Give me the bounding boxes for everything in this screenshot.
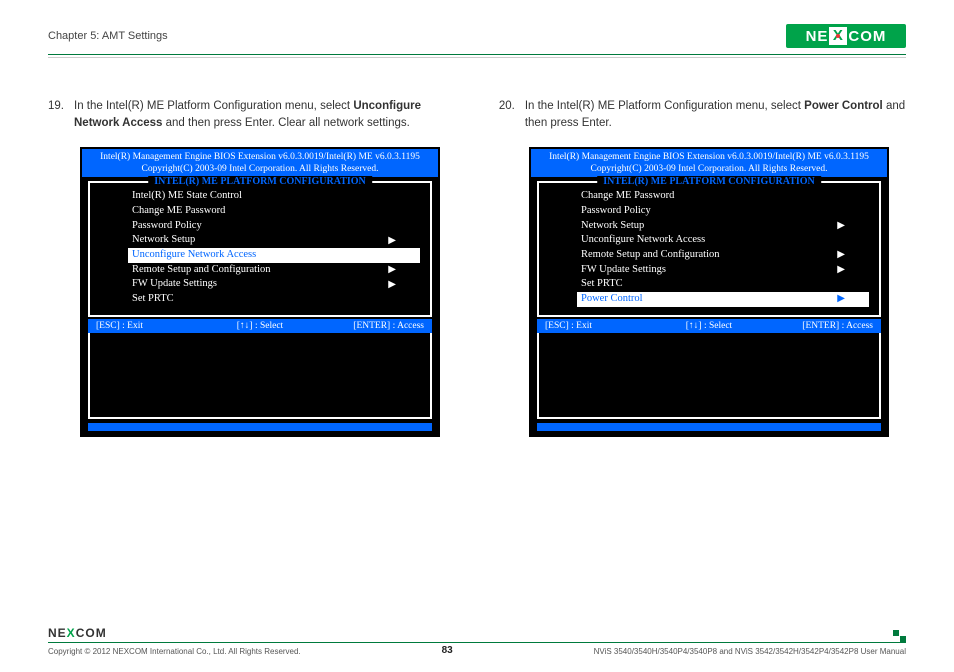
step-text: In the Intel(R) ME Platform Configuratio… [525, 98, 906, 133]
step-text: In the Intel(R) ME Platform Configuratio… [74, 98, 457, 133]
bios-menu-item[interactable]: Change ME Password [128, 204, 420, 219]
bios-menu-list: Change ME PasswordPassword PolicyNetwork… [549, 189, 869, 307]
submenu-arrow-icon: ▶ [388, 234, 396, 248]
bios-footer-esc: [ESC] : Exit [545, 321, 654, 331]
footer-rule [48, 642, 906, 643]
bios-menu-item-label: Network Setup [132, 233, 195, 248]
bios-menu-item[interactable]: Remote Setup and Configuration ▶ [577, 248, 869, 263]
bios-header: Intel(R) Management Engine BIOS Extensio… [531, 149, 887, 178]
column-right: 20. In the Intel(R) ME Platform Configur… [497, 98, 906, 437]
bios-header-line1: Intel(R) Management Engine BIOS Extensio… [86, 151, 434, 163]
bios-footer-enter: [ENTER] : Access [315, 321, 424, 331]
bios-menu-item[interactable]: Set PRTC [577, 277, 869, 292]
bios-menu-list: Intel(R) ME State ControlChange ME Passw… [100, 189, 420, 307]
header-rule [48, 54, 906, 55]
step-text-prefix: In the Intel(R) ME Platform Configuratio… [525, 100, 804, 112]
bios-empty-box [88, 333, 432, 419]
bios-menu-item-label: Unconfigure Network Access [581, 233, 705, 248]
page-footer: NEXCOM Copyright © 2012 NEXCOM Internati… [48, 626, 906, 656]
submenu-arrow-icon: ▶ [837, 219, 845, 233]
bios-header: Intel(R) Management Engine BIOS Extensio… [82, 149, 438, 178]
footer-manual-title: NViS 3540/3540H/3540P4/3540P8 and NViS 3… [594, 647, 906, 656]
step-text-bold: Power Control [804, 100, 883, 112]
bios-menu-item-label: Remote Setup and Configuration [132, 263, 271, 278]
step-text-prefix: In the Intel(R) ME Platform Configuratio… [74, 100, 353, 112]
bios-menu-item-label: Remote Setup and Configuration [581, 248, 720, 263]
footer-logo: NEXCOM [48, 626, 906, 640]
bios-footer-bar: [ESC] : Exit [↑↓] : Select [ENTER] : Acc… [88, 319, 432, 333]
logo-part-ne: NE [806, 28, 829, 45]
bios-menu-item-label: Set PRTC [132, 292, 174, 307]
submenu-arrow-icon: ▶ [837, 263, 845, 277]
bios-footer-select: [↑↓] : Select [654, 321, 763, 331]
bios-menu-item[interactable]: Set PRTC [128, 292, 420, 307]
bios-menu-item[interactable]: Change ME Password [577, 189, 869, 204]
bios-menu-item[interactable]: Intel(R) ME State Control [128, 189, 420, 204]
bios-menu-item[interactable]: Password Policy [577, 204, 869, 219]
bios-screenshot-left: Intel(R) Management Engine BIOS Extensio… [80, 147, 440, 437]
bios-header-line1: Intel(R) Management Engine BIOS Extensio… [535, 151, 883, 163]
bios-menu-box: INTEL(R) ME PLATFORM CONFIGURATION Chang… [537, 181, 881, 317]
bios-menu-box: INTEL(R) ME PLATFORM CONFIGURATION Intel… [88, 181, 432, 317]
submenu-arrow-icon: ▶ [837, 292, 845, 306]
bios-menu-item[interactable]: Password Policy [128, 219, 420, 234]
step-number: 20. [497, 98, 515, 133]
bios-footer-bar: [ESC] : Exit [↑↓] : Select [ENTER] : Acc… [537, 319, 881, 333]
bios-menu-item[interactable]: FW Update Settings ▶ [577, 263, 869, 278]
chapter-title: Chapter 5: AMT Settings [48, 30, 168, 42]
bios-footer-select: [↑↓] : Select [205, 321, 314, 331]
logo-part-x: X [829, 27, 847, 45]
bios-menu-item-label: Unconfigure Network Access [132, 248, 256, 263]
page-number: 83 [442, 645, 453, 656]
bios-menu-item[interactable]: Network Setup ▶ [577, 219, 869, 234]
submenu-arrow-icon: ▶ [837, 248, 845, 262]
bios-menu-item-label: Network Setup [581, 219, 644, 234]
bios-menu-item[interactable]: FW Update Settings ▶ [128, 277, 420, 292]
bios-footer-esc: [ESC] : Exit [96, 321, 205, 331]
bios-menu-item[interactable]: Remote Setup and Configuration ▶ [128, 263, 420, 278]
bios-footer-enter: [ENTER] : Access [764, 321, 873, 331]
bios-header-line2: Copyright(C) 2003-09 Intel Corporation. … [86, 163, 434, 175]
bios-box-title: INTEL(R) ME PLATFORM CONFIGURATION [148, 176, 372, 187]
bios-header-line2: Copyright(C) 2003-09 Intel Corporation. … [535, 163, 883, 175]
bios-menu-item[interactable]: Unconfigure Network Access [577, 233, 869, 248]
header-rule-thin [48, 57, 906, 58]
bios-menu-item[interactable]: Power Control ▶ [577, 292, 869, 307]
bios-bottom-bar [88, 423, 432, 431]
submenu-arrow-icon: ▶ [388, 278, 396, 292]
bios-menu-item-label: Set PRTC [581, 277, 623, 292]
column-left: 19. In the Intel(R) ME Platform Configur… [48, 98, 457, 437]
step-text-suffix: and then press Enter. Clear all network … [162, 117, 409, 129]
footer-copyright: Copyright © 2012 NEXCOM International Co… [48, 647, 301, 656]
bios-menu-item-label: Intel(R) ME State Control [132, 189, 242, 204]
bios-box-title: INTEL(R) ME PLATFORM CONFIGURATION [597, 176, 821, 187]
bios-menu-item-label: FW Update Settings [581, 263, 666, 278]
bios-menu-item-label: Password Policy [132, 219, 202, 234]
submenu-arrow-icon: ▶ [388, 263, 396, 277]
bios-menu-item[interactable]: Network Setup ▶ [128, 233, 420, 248]
bios-screenshot-right: Intel(R) Management Engine BIOS Extensio… [529, 147, 889, 437]
bios-bottom-bar [537, 423, 881, 431]
bios-menu-item-label: FW Update Settings [132, 277, 217, 292]
step-number: 19. [48, 98, 64, 133]
bios-menu-item-label: Change ME Password [132, 204, 225, 219]
brand-logo: NE X COM [786, 24, 906, 48]
bios-menu-item-label: Password Policy [581, 204, 651, 219]
bios-menu-item[interactable]: Unconfigure Network Access [128, 248, 420, 263]
bios-menu-item-label: Power Control [581, 292, 643, 307]
bios-empty-box [537, 333, 881, 419]
bios-menu-item-label: Change ME Password [581, 189, 674, 204]
logo-part-com: COM [848, 28, 886, 45]
